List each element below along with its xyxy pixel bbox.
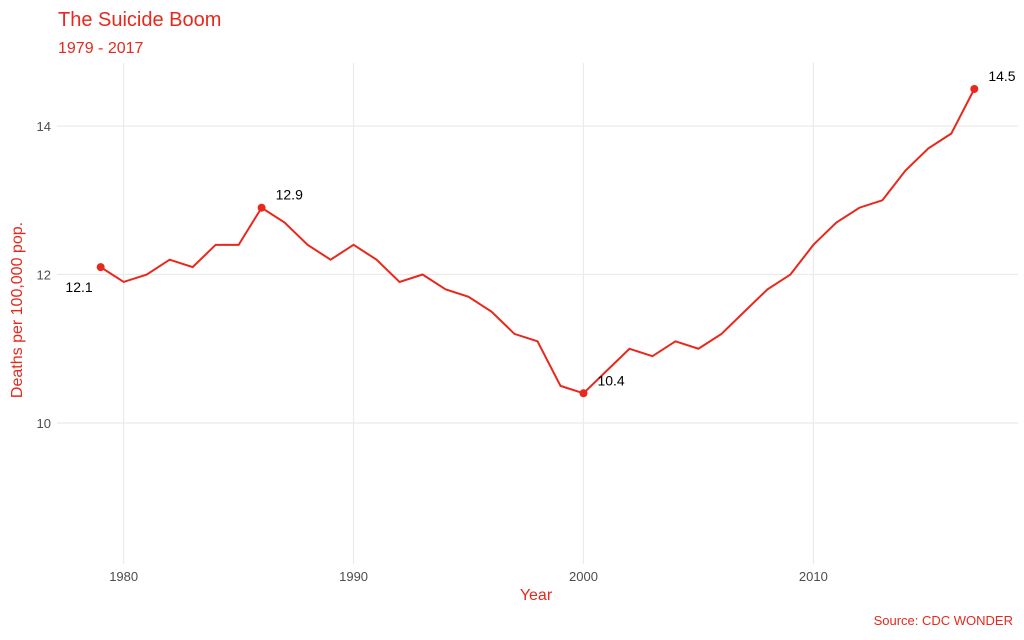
y-axis-title: Deaths per 100,000 pop. [9,222,26,398]
series-line [100,88,976,395]
x-axis-title: Year [520,587,553,604]
data-label-1986: 12.9 [276,187,303,203]
x-tick-label-1980: 1980 [109,569,138,584]
grid [57,63,1018,564]
data-label-1979: 12.1 [65,279,92,295]
highlight-points [96,84,979,398]
data-label-2000: 10.4 [597,372,624,388]
data-labels: 12.1 12.9 10.4 14.5 [65,68,1015,388]
highlight-point-2017 [970,84,979,93]
x-tick-label-1990: 1990 [339,569,368,584]
x-tick-label-2010: 2010 [799,569,828,584]
chart-subtitle: 1979 - 2017 [58,40,144,57]
data-label-2017: 14.5 [988,68,1015,84]
chart-title: The Suicide Boom [58,9,221,31]
highlight-point-1979 [96,263,105,272]
y-tick-label-10: 10 [37,416,51,431]
highlight-point-1986 [257,203,266,212]
y-tick-label-14: 14 [37,119,51,134]
source-caption: Source: CDC WONDER [874,613,1013,628]
highlight-point-2000 [579,389,588,398]
x-tick-label-2000: 2000 [569,569,598,584]
y-tick-label-12: 12 [37,268,51,283]
